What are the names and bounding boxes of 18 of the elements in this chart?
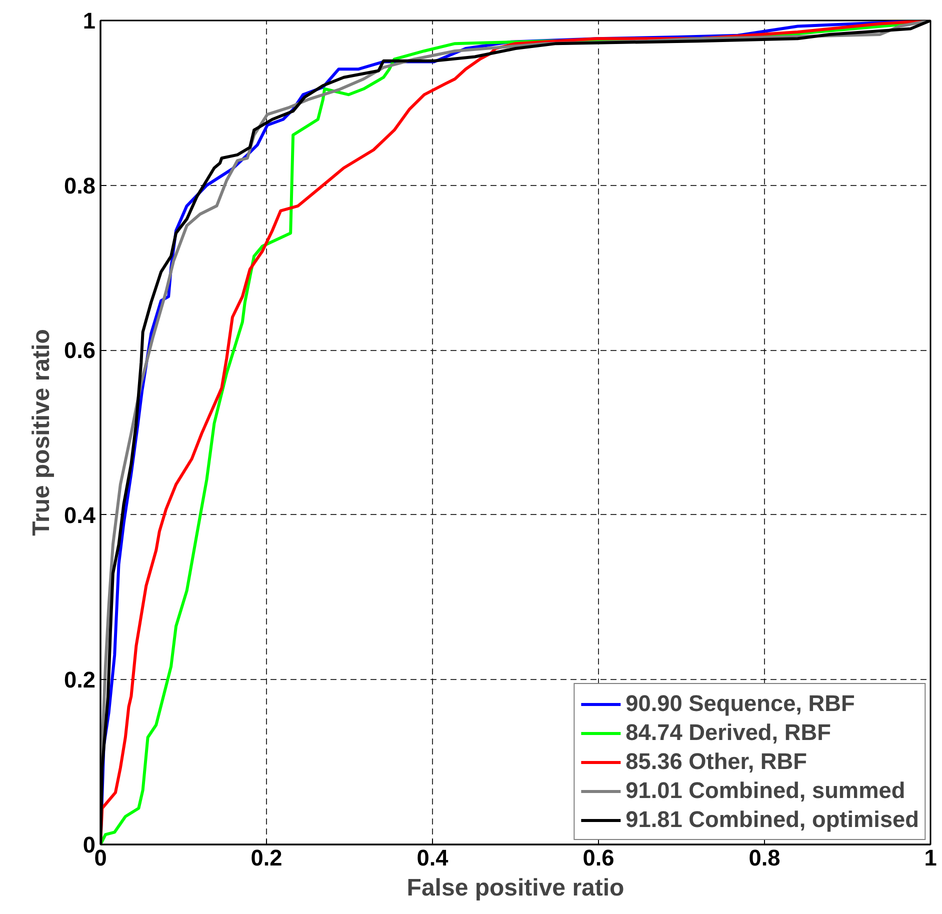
x-tick-label: 0.4: [416, 844, 449, 870]
legend-label: 85.36 Other, RBF: [626, 748, 807, 775]
y-axis-title: True positive ratio: [28, 329, 56, 536]
y-tick-label: 0.6: [64, 337, 96, 364]
y-tick-label: 0.4: [64, 502, 96, 528]
x-tick-label: 0.8: [748, 844, 780, 870]
legend-label: 84.74 Derived, RBF: [626, 719, 831, 746]
y-tick-label: 0.2: [64, 666, 96, 693]
x-tick-label: 0.6: [582, 844, 614, 870]
y-tick-label: 0.8: [64, 172, 96, 198]
legend-label: 90.90 Sequence, RBF: [626, 690, 855, 717]
x-tick-label: 1: [924, 844, 937, 870]
legend-label: 91.01 Combined, summed: [626, 777, 906, 804]
x-tick-label: 0.2: [250, 844, 282, 870]
y-tick-label: 1: [82, 8, 96, 34]
legend-label: 91.81 Combined, optimised: [626, 806, 919, 833]
line-series: [100, 20, 930, 844]
x-axis-title: False positive ratio: [406, 874, 624, 902]
